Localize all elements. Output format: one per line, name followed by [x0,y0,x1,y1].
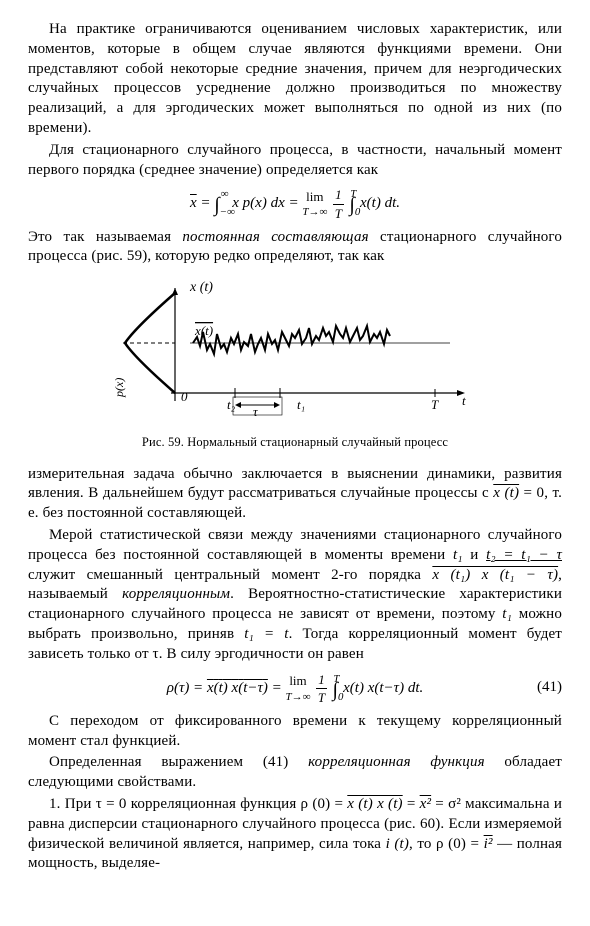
paragraph-5: Мерой статистической связи между значени… [28,526,562,665]
svg-text:T: T [431,397,439,412]
paragraph-1: На практике ограничиваются оцениванием ч… [28,20,562,139]
svg-text:t: t [462,393,466,408]
equation-number-41: (41) [537,678,562,698]
svg-text:p(x): p(x) [115,378,126,398]
figure-59-caption: Рис. 59. Нормальный стационарный случайн… [28,434,562,451]
svg-text:t₂: t₂ [227,397,236,412]
paragraph-2: Для стационарного случайного процесса, в… [28,141,562,181]
paragraph-4: измерительная задача обычно заключается … [28,465,562,524]
paragraph-8: 1. При τ = 0 корреляционная функция ρ (0… [28,795,562,874]
paragraph-3: Это так называемая постоянная составляющ… [28,228,562,268]
svg-text:t₁: t₁ [297,397,305,412]
svg-text:0: 0 [181,389,188,404]
equation-41: ρ(τ) = x(t) x(t−τ) = lim T→∞ 1 T ∫0T x(t… [28,671,562,706]
figure-59: x (t) 0 t p(x) x(t) t₂ t₁ τ T [28,273,562,430]
paragraph-6: С переходом от фиксированного времени к … [28,712,562,752]
svg-text:τ: τ [253,404,259,419]
paragraph-7: Определенная выражением (41) корреляцион… [28,753,562,793]
svg-text:x (t): x (t) [189,280,213,295]
equation-1: x = ∫−∞∞ x p(x) dx = lim T→∞ 1 T ∫0T x(t… [28,186,562,221]
